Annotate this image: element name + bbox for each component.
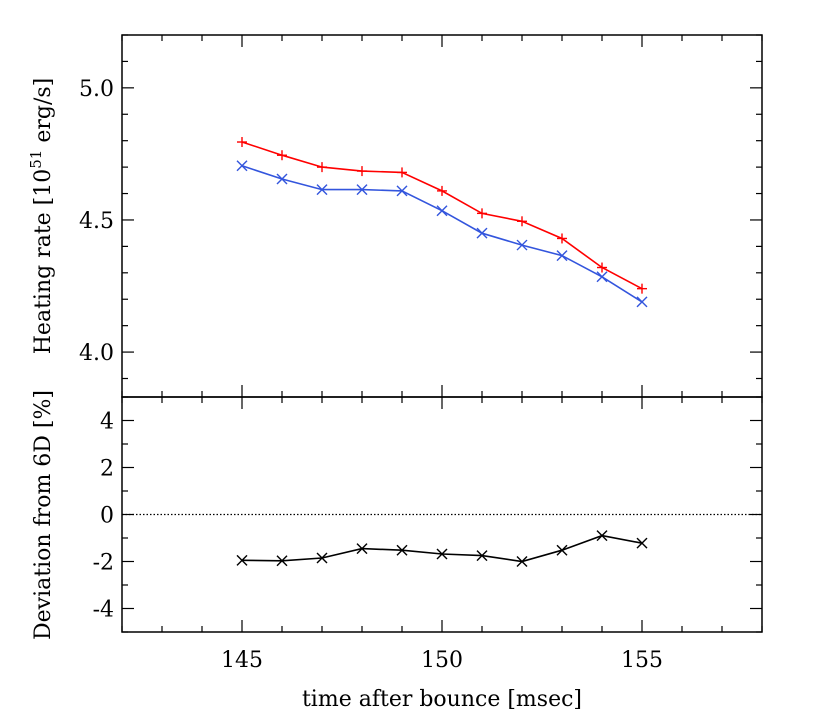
top-y-tick-labels: 4.0 4.5 5.0	[79, 77, 114, 366]
x-tick-labels: 145 150 155	[221, 648, 663, 673]
top-series-1-point	[636, 296, 648, 308]
top-series-0-point	[237, 137, 247, 148]
top-ticks	[121, 34, 763, 397]
marker-stroke	[436, 548, 448, 560]
top-series-0-point	[277, 150, 287, 161]
top-y-tick-label: 5.0	[79, 77, 114, 102]
x-tick-label: 145	[221, 648, 263, 673]
marker-stroke	[356, 543, 368, 555]
marker-stroke	[516, 239, 528, 251]
top-series-0-point	[597, 262, 607, 273]
marker-stroke	[276, 173, 288, 185]
bottom-series-0-point	[436, 548, 448, 560]
top-series-1-point	[276, 173, 288, 185]
top-series-1-point	[476, 227, 488, 239]
x-tick-label: 155	[621, 648, 663, 673]
x-axis-label: time after bounce [msec]	[302, 687, 582, 712]
marker-stroke	[436, 205, 448, 217]
bottom-series-0-point	[476, 550, 488, 562]
bottom-y-tick-label: 4	[100, 410, 114, 435]
marker-stroke	[596, 530, 608, 542]
bottom-series-0-line	[241, 534, 643, 563]
top-series-0-point	[437, 185, 447, 196]
marker-stroke	[236, 160, 248, 172]
top-series-0-point	[557, 233, 567, 244]
marker-stroke	[356, 184, 368, 196]
bottom-y-tick-labels: -4 -2 0 2 4	[93, 410, 114, 623]
top-series-1-point	[236, 160, 248, 172]
bottom-series-0-point	[556, 544, 568, 556]
marker-stroke	[596, 271, 608, 283]
marker-stroke	[476, 550, 488, 562]
marker-stroke	[636, 537, 648, 549]
marker-stroke	[516, 556, 528, 567]
x-tick-label: 150	[421, 648, 463, 673]
bottom-series	[236, 530, 648, 567]
marker-stroke	[556, 250, 568, 262]
marker-stroke	[236, 554, 248, 566]
top-y-axis-label-base: Heating rate [10	[31, 169, 56, 355]
bottom-series-0-point	[276, 555, 288, 567]
top-series-0-point	[477, 208, 487, 219]
bottom-series-0-point	[316, 552, 328, 564]
top-series-1-point	[356, 184, 368, 196]
top-series-0-point	[397, 167, 407, 178]
top-panel: 4.0 4.5 5.0 Heating rate [1051 erg/s]	[27, 34, 763, 398]
marker-stroke	[476, 227, 488, 239]
top-y-tick-label: 4.0	[79, 341, 114, 366]
marker-stroke	[316, 552, 328, 564]
top-series-0-point	[357, 166, 367, 177]
top-series-1-point	[556, 250, 568, 262]
marker-stroke	[276, 555, 288, 567]
marker-stroke	[396, 185, 408, 197]
top-series	[236, 137, 648, 308]
bottom-y-tick-label: 2	[100, 457, 114, 482]
bottom-series-0-point	[596, 530, 608, 542]
top-y-tick-label: 4.5	[79, 209, 114, 234]
top-series-1-point	[516, 239, 528, 251]
bottom-y-tick-label: -2	[93, 551, 114, 576]
bottom-series-0-point	[356, 543, 368, 555]
top-series-0-point	[317, 162, 327, 173]
top-y-axis-label: Heating rate [1051 erg/s]	[27, 78, 56, 355]
top-series-1-point	[436, 205, 448, 217]
top-y-axis-label-exponent: 51	[27, 150, 45, 169]
top-series-0-point	[637, 283, 647, 294]
bottom-y-tick-label: 0	[100, 504, 114, 529]
bottom-y-axis-label: Deviation from 6D [%]	[31, 390, 56, 640]
top-series-0-point	[517, 216, 527, 227]
bottom-series-0-point	[236, 554, 248, 566]
top-y-axis-label-suffix: erg/s]	[31, 78, 56, 150]
bottom-y-tick-label: -4	[93, 598, 114, 623]
bottom-series-0-point	[636, 537, 648, 549]
top-series-1-point	[316, 184, 328, 196]
bottom-series-0-point	[516, 556, 528, 567]
top-series-1-point	[396, 185, 408, 197]
marker-stroke	[556, 544, 568, 556]
marker-stroke	[316, 184, 328, 196]
bottom-series-0-point	[396, 544, 408, 556]
top-series-1-point	[596, 271, 608, 283]
marker-stroke	[636, 296, 648, 308]
marker-stroke	[396, 544, 408, 556]
bottom-panel-frame	[121, 396, 763, 633]
top-panel-frame	[121, 34, 763, 398]
